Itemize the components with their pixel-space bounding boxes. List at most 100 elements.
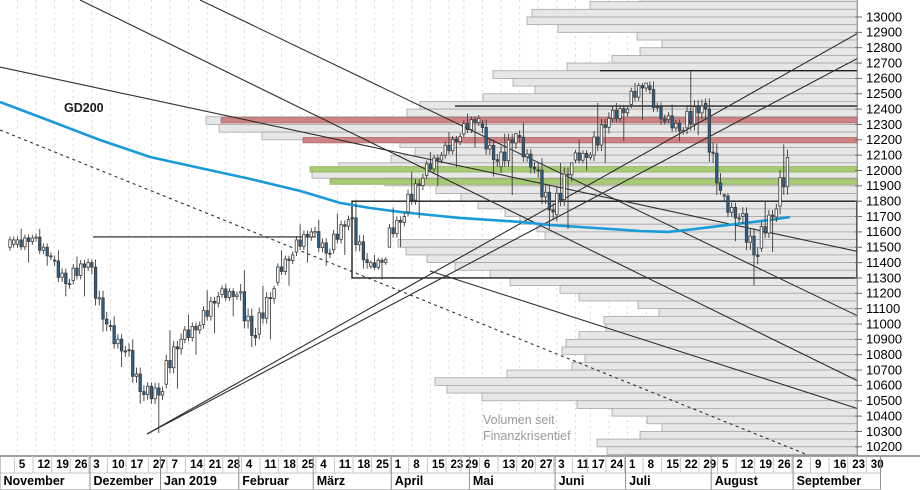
volume-profile-bar <box>426 254 858 264</box>
candle-down <box>64 272 68 285</box>
candle-down <box>391 227 395 235</box>
y-tick-label: 11500 <box>866 240 901 255</box>
volume-profile-bar <box>512 78 858 87</box>
candle-up <box>387 227 392 248</box>
volume-profile-bar <box>611 54 858 64</box>
candle-up <box>544 191 548 198</box>
week-tick-label: 29 <box>465 459 478 471</box>
y-tick-label: 11700 <box>866 209 901 224</box>
candle-up <box>406 193 410 213</box>
candle-up <box>681 130 685 132</box>
week-tick-label: 5 <box>19 459 26 471</box>
y-tick-label: 12400 <box>866 101 902 116</box>
candle-down <box>718 182 723 191</box>
candle-up <box>748 235 752 243</box>
volume-profile-bar <box>544 231 858 240</box>
week-tick-label: 13 <box>503 459 516 471</box>
candle-up <box>12 239 16 245</box>
volume-profile-bar <box>482 93 858 102</box>
y-tick-label: 10700 <box>866 362 902 377</box>
candle-up <box>369 262 373 267</box>
week-tick-label: 23 <box>852 459 865 471</box>
week-tick-label: 18 <box>283 459 296 471</box>
candle-down <box>540 169 544 198</box>
volume-profile-bar <box>509 277 858 287</box>
gd200-label: GD200 <box>64 101 104 115</box>
month-label: Juni <box>559 474 585 488</box>
volume-profile-bar <box>526 16 858 26</box>
week-tick-label: 9 <box>815 459 821 471</box>
candle-up <box>41 246 46 251</box>
candle-up <box>198 325 202 331</box>
candle-down <box>510 139 514 144</box>
week-tick-label: 24 <box>610 459 623 471</box>
week-tick-label: 11 <box>577 459 590 471</box>
candle-down <box>529 153 533 168</box>
y-tick-label: 11600 <box>866 224 901 239</box>
candle-down <box>428 163 433 170</box>
volume-profile-bar <box>506 369 858 379</box>
volume-profile-bar <box>531 8 858 18</box>
volume-profile-bar <box>414 147 858 156</box>
candle-down <box>131 350 135 377</box>
candle-up <box>514 133 518 144</box>
volume-profile-bar <box>561 346 858 356</box>
candle-up <box>257 312 261 335</box>
week-tick-label: 14 <box>190 459 203 471</box>
y-tick-label: 12100 <box>866 147 902 162</box>
month-label: Februar <box>242 474 289 488</box>
candle-down <box>105 318 109 325</box>
candle-down <box>112 325 116 345</box>
y-tick-label: 12300 <box>866 117 902 132</box>
candle-down <box>782 177 786 188</box>
candle-down <box>26 237 31 242</box>
candle-down <box>242 291 247 322</box>
candle-up <box>637 85 641 98</box>
candle-up <box>294 239 299 253</box>
candle-down <box>633 90 637 98</box>
candle-down <box>75 267 79 276</box>
candle-up <box>477 117 481 123</box>
month-label: August <box>715 474 759 488</box>
candle-up <box>108 325 113 328</box>
candle-up <box>432 157 436 170</box>
candle-down <box>503 151 507 162</box>
candle-up <box>339 224 343 240</box>
week-tick-label: 25 <box>376 459 389 471</box>
candle-up <box>685 110 689 129</box>
month-label: April <box>395 474 423 488</box>
candle-up <box>592 136 596 156</box>
candle-down <box>566 173 570 176</box>
week-tick-label: 17 <box>592 459 605 471</box>
week-tick-label: 23 <box>451 459 464 471</box>
downtrend-mid <box>429 270 858 410</box>
candle-up <box>741 213 745 217</box>
candle-up <box>562 173 566 201</box>
week-tick-label: 29 <box>703 459 716 471</box>
candle-up <box>421 177 425 186</box>
candle-up <box>395 219 399 235</box>
y-tick-label: 10900 <box>866 332 902 347</box>
candle-up <box>201 310 206 326</box>
candle-down <box>495 159 499 162</box>
resistance-zone-upper <box>220 117 858 124</box>
candle-down <box>651 89 656 108</box>
candle-down <box>752 235 756 256</box>
candle-down <box>328 252 332 255</box>
candle-down <box>648 85 652 91</box>
week-tick-label: 1 <box>629 459 636 471</box>
candle-up <box>358 241 362 246</box>
candle-up <box>778 177 782 207</box>
y-tick-label: 12600 <box>866 71 902 86</box>
candle-up <box>183 329 187 340</box>
week-tick-label: 18 <box>358 459 371 471</box>
week-tick-label: 1 <box>395 459 402 471</box>
candle-up <box>555 192 559 216</box>
volume-profile-bar <box>661 39 858 49</box>
candle-down <box>532 166 537 170</box>
candle-down <box>614 109 619 119</box>
volume-profile-bar <box>519 216 858 225</box>
y-tick-label: 11800 <box>866 194 901 209</box>
candle-down <box>756 254 760 257</box>
